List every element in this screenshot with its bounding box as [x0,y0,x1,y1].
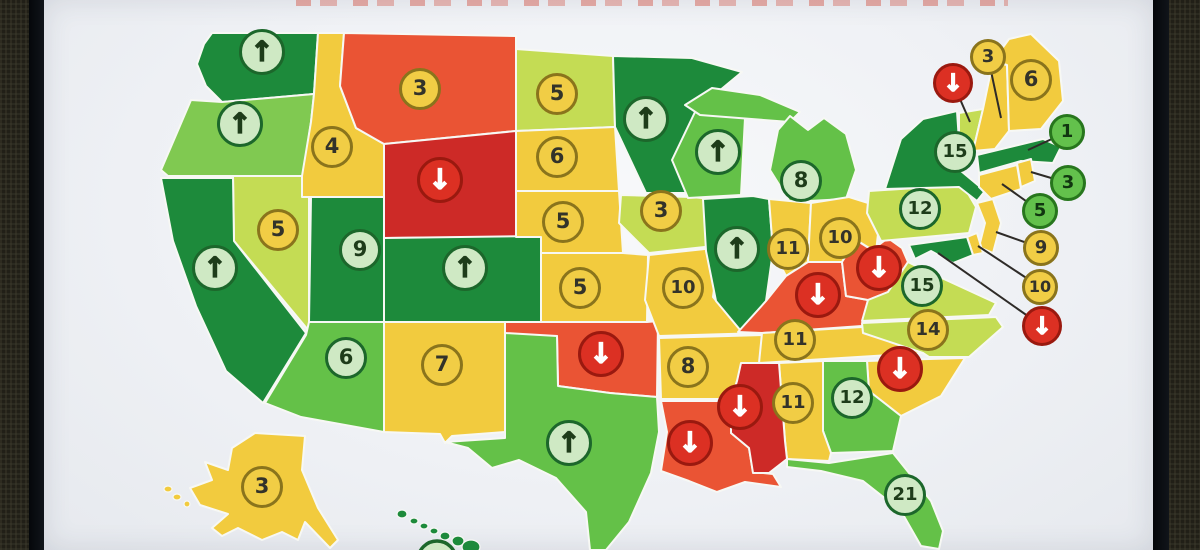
ak-aleutian-island [183,500,191,508]
hi-island [409,517,419,525]
state-nj [976,198,1002,254]
state-or [160,93,315,177]
badge-hi-clipped [418,539,456,550]
hi-island [429,527,439,535]
hi-island [461,539,481,550]
state-ma [976,138,1062,174]
state-mi [769,115,857,203]
ak-aleutian-island [163,485,173,493]
state-md [908,236,974,264]
state-fl [786,452,944,550]
state-nd [515,48,616,132]
state-al [778,360,832,462]
hi-island [439,531,451,541]
state-pa [866,184,977,242]
frame-left-edge [0,0,29,550]
state-ak [189,432,339,549]
state-co [383,235,542,323]
hi-island [419,522,429,530]
callout-line-nj [995,231,1042,249]
state-sd [515,126,620,192]
state-mt [339,32,517,145]
state-shapes [160,32,1064,550]
state-wy [383,130,517,239]
state-ri [1016,158,1036,188]
frame-right-edge [1169,0,1200,550]
hi-island [451,535,465,547]
clipped-badges [418,539,456,550]
screen-bezel-right [1153,0,1169,550]
state-ks [540,252,649,323]
state-mi-upper-peninsula [684,87,801,123]
callout-line-ri [1030,171,1069,184]
ak-aleutian-island [172,493,182,501]
state-ia [618,194,715,254]
hi-island [396,509,408,519]
cropped-title-text [296,0,1008,6]
screen-bezel-left [29,0,44,550]
state-ut [308,196,385,323]
state-wa [196,32,319,103]
state-nm [383,321,506,444]
callout-line-de [977,245,1041,288]
